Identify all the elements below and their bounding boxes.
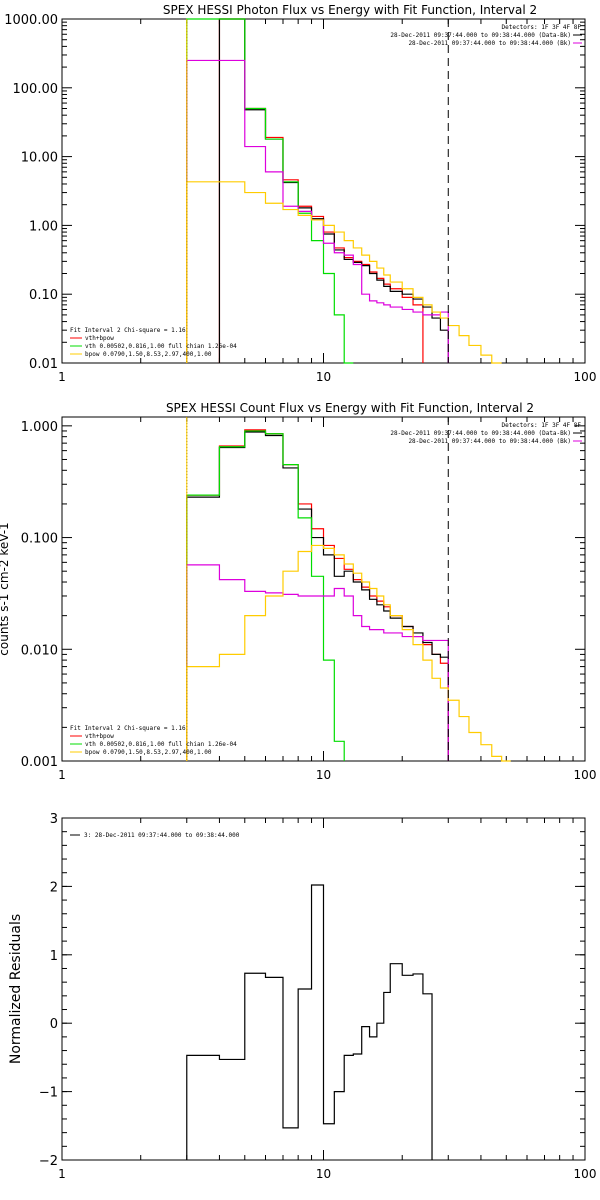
panel-2-legend-bottomleft: Fit Interval 2 Chi-square = 1.16 vth+bpo…: [70, 725, 237, 756]
panel-3-legend: 3: 28-Dec-2011 09:37:44.000 to 09:38:44.…: [70, 832, 240, 839]
series-total-line: [218, 18, 424, 363]
y-tick-label: 3: [50, 812, 58, 827]
series-data-line: [186, 431, 449, 761]
series-vth-line: [186, 18, 354, 364]
panel-3-ticks: 1 10 100 −2 −1 0 1 2 3: [39, 812, 597, 1181]
y-tick-label: −1: [39, 1086, 58, 1101]
panel-2-legend-line: Detectors: 1F 3F 4F 8F: [502, 422, 582, 429]
panel-1-legend-line: 28-Dec-2011 09:37:44.000 to 09:38:44.000…: [390, 32, 571, 39]
y-tick-label: 0.10: [29, 288, 58, 303]
panel-2-vlines: [186, 417, 449, 761]
panel-2-legend-line: 28-Dec-2011 09:37:44.000 to 09:38:44.000…: [390, 430, 571, 437]
panel-3-series: [186, 884, 433, 1160]
panel-1-legend-line: Fit Interval 2 Chi-square = 1.16: [70, 327, 186, 334]
x-tick-label: 1: [58, 768, 66, 782]
x-tick-label: 100: [574, 1167, 597, 1181]
panel-1-ticks: 1 10 100 0.01 0.10 1.00 10.00 100.00 1000.00: [4, 13, 596, 384]
x-tick-label: 10: [316, 1167, 331, 1181]
series-vth-line: [186, 430, 345, 761]
series-data-line: [186, 884, 433, 1160]
residuals-panel: Normalized Residuals 1 10 100 −2 −1 0 1 2 3 3: 2…: [8, 812, 596, 1181]
y-tick-label: −2: [39, 1154, 58, 1169]
panel-1-title: SPEX HESSI Photon Flux vs Energy with Fi…: [163, 3, 537, 17]
panel-1-legend-line: 28-Dec-2011 09:37:44.000 to 09:38:44.000…: [408, 40, 571, 47]
series-bpow-line: [186, 181, 502, 364]
y-tick-label: 1000.00: [4, 13, 58, 28]
y-tick-label: 0.100: [21, 532, 58, 547]
x-tick-label: 1: [58, 370, 66, 384]
panel-2-legend-line: Fit Interval 2 Chi-square = 1.16: [70, 725, 186, 732]
panel-1-series: [186, 18, 502, 364]
panel-3-ylabel: Normalized Residuals: [8, 914, 24, 1064]
panel-2-legend-line: 28-Dec-2011 09:37:44.000 to 09:38:44.000…: [408, 438, 571, 445]
y-tick-label: 0.001: [21, 755, 58, 770]
panel-2-ylabel: counts s-1 cm-2 keV-1: [0, 522, 11, 655]
panel-2-legend-topright: Detectors: 1F 3F 4F 8F 28-Dec-2011 09:37…: [390, 422, 582, 445]
y-tick-label: 100.00: [13, 82, 59, 97]
panel-2-title: SPEX HESSI Count Flux vs Energy with Fit…: [166, 401, 534, 415]
count-flux-panel: SPEX HESSI Count Flux vs Energy with Fit…: [0, 401, 596, 782]
panel-1-legend-line: bpow 0.0790,1.50,8.53,2.97,400,1.00: [85, 351, 212, 358]
panel-2-legend-line: vth+bpow: [85, 733, 114, 740]
x-tick-label: 100: [574, 370, 597, 384]
y-tick-label: 10.00: [21, 151, 58, 166]
panel-2-series: [186, 429, 511, 762]
panel-3-legend-line: 3: 28-Dec-2011 09:37:44.000 to 09:38:44.…: [84, 832, 240, 839]
y-tick-label: 1.00: [29, 219, 58, 234]
y-tick-label: 0.01: [29, 357, 58, 372]
y-tick-label: 1: [50, 949, 58, 964]
panel-1-vlines: [186, 19, 449, 363]
series-residual_bg-line: [186, 59, 449, 363]
photon-flux-panel: SPEX HESSI Photon Flux vs Energy with Fi…: [4, 3, 596, 384]
x-tick-label: 10: [316, 370, 331, 384]
y-tick-label: 0: [50, 1017, 58, 1032]
panel-1-legend-bottomleft: Fit Interval 2 Chi-square = 1.16 vth+bpo…: [70, 327, 237, 358]
panel-2-legend-line: bpow 0.0790,1.50,8.53,2.97,400,1.00: [85, 749, 212, 756]
y-tick-label: 2: [50, 880, 58, 895]
y-tick-label: 0.010: [21, 643, 58, 658]
series-bpow-line: [186, 544, 511, 762]
panel-1-legend-topright: Detectors: 1F 3F 4F 8F 28-Dec-2011 09:37…: [390, 24, 582, 47]
panel-1-legend-line: Detectors: 1F 3F 4F 8F: [502, 24, 582, 31]
y-tick-label: 1.000: [21, 420, 58, 435]
x-tick-label: 1: [58, 1167, 66, 1181]
panel-2-legend-line: vth 0.00502,0.816,1.00 full chian 1.26e-…: [85, 741, 237, 748]
panel-1-legend-line: vth 0.00502,0.816,1.00 full chian 1.26e-…: [85, 343, 237, 350]
x-tick-label: 10: [316, 768, 331, 782]
x-tick-label: 100: [574, 768, 597, 782]
panel-1-legend-line: vth+bpow: [85, 335, 114, 342]
